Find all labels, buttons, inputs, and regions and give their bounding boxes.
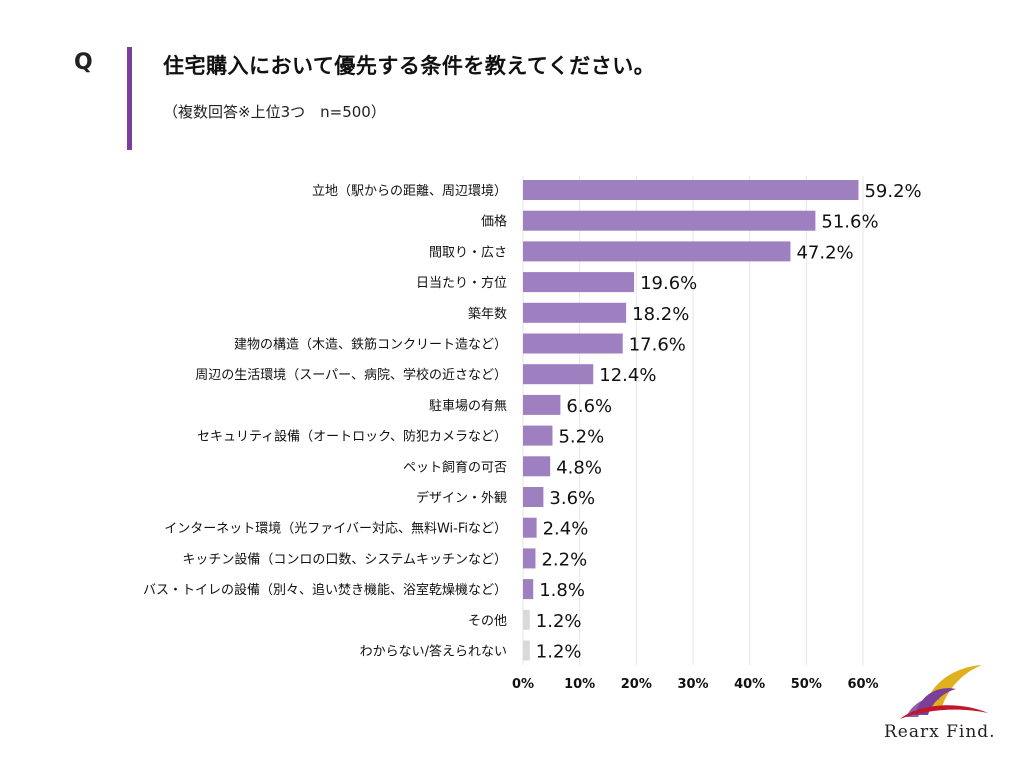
bar [523,180,859,200]
bar [523,425,553,446]
value-label: 2.2% [541,549,587,570]
x-tick-label: 60% [847,677,878,692]
bar [523,333,623,354]
category-label: バス・トイレの設備（別々、追い焚き機能、浴室乾燥機など） [143,582,507,598]
question-title: 住宅購入において優先する条件を教えてください。 [163,54,656,78]
question-accent-bar [127,47,132,150]
category-label: 周辺の生活環境（スーパー、病院、学校の近さなど） [195,367,507,383]
category-label: キッチン設備（コンロの口数、システムキッチンなど） [182,551,507,567]
question-mark: Q [74,50,93,75]
category-label: 価格 [481,214,507,230]
bar-chart: 立地（駅からの距離、周辺環境） 価格間取り・広さ日当たり・方位築年数建物の構造（木… [143,176,922,692]
value-label: 3.6% [549,488,595,509]
logo-text: Rearx Find. [884,722,996,742]
bar [523,241,791,262]
x-tick-label: 10% [564,677,595,692]
category-label: 間取り・広さ [429,245,507,260]
bar [523,579,534,600]
value-label: 19.6% [640,273,697,294]
value-label: 4.8% [556,457,602,478]
x-tick-label: 30% [677,677,708,692]
bar [523,364,594,385]
category-label: インターネット環境（光ファイバー対応、無料Wi-Fiなど） [164,522,507,537]
x-tick-label: 0% [512,677,534,692]
bars [523,180,859,661]
value-label: 1.2% [536,611,582,632]
value-label: 12.4% [599,365,656,386]
category-label: その他 [468,614,507,629]
bar [523,456,551,477]
value-label: 18.2% [632,304,689,325]
bar [523,609,530,630]
category-label: わからない/答えられない [360,644,507,660]
x-tick-label: 40% [734,677,765,692]
value-label: 6.6% [566,396,612,417]
bar [523,548,536,569]
x-axis-ticks: 0% 10% 20% 30% 40% 50% 60% [512,677,879,692]
category-label: デザイン・外観 [416,490,507,506]
value-labels: 59.2% 51.6% 47.2% 19.6% 18.2% 17.6% 12.4% 6.6% 5… [536,181,922,663]
bar [523,210,816,231]
category-label: セキュリティ設備（オートロック、防犯カメラなど） [197,429,507,445]
category-label: ペット飼育の可否 [403,459,507,475]
category-label: 駐車場の有無 [429,399,507,414]
category-label: 日当たり・方位 [416,275,507,291]
value-label: 5.2% [558,427,604,448]
category-labels: 立地（駅からの距離、周辺環境） 価格間取り・広さ日当たり・方位築年数建物の構造（木… [143,184,507,660]
rearx-find-logo [900,665,988,719]
value-label: 2.4% [543,519,589,540]
value-label: 17.6% [629,335,686,356]
x-tick-label: 50% [791,677,822,692]
value-label: 1.8% [539,580,585,601]
value-label: 51.6% [821,212,878,233]
bar [523,302,627,323]
category-label: 築年数 [468,307,507,322]
question-note: （複数回答※上位3つ n=500） [163,103,386,121]
value-label: 47.2% [796,242,853,263]
value-label: 59.2% [864,181,921,202]
bar [523,272,635,293]
bar [523,640,530,661]
category-label: 建物の構造（木造、鉄筋コンクリート造など） [234,337,507,353]
category-label: 立地（駅からの距離、周辺環境） [312,184,507,199]
x-tick-label: 20% [621,677,652,692]
value-label: 1.2% [536,642,582,663]
bar [523,517,537,538]
bar [523,394,561,415]
bar [523,487,544,507]
